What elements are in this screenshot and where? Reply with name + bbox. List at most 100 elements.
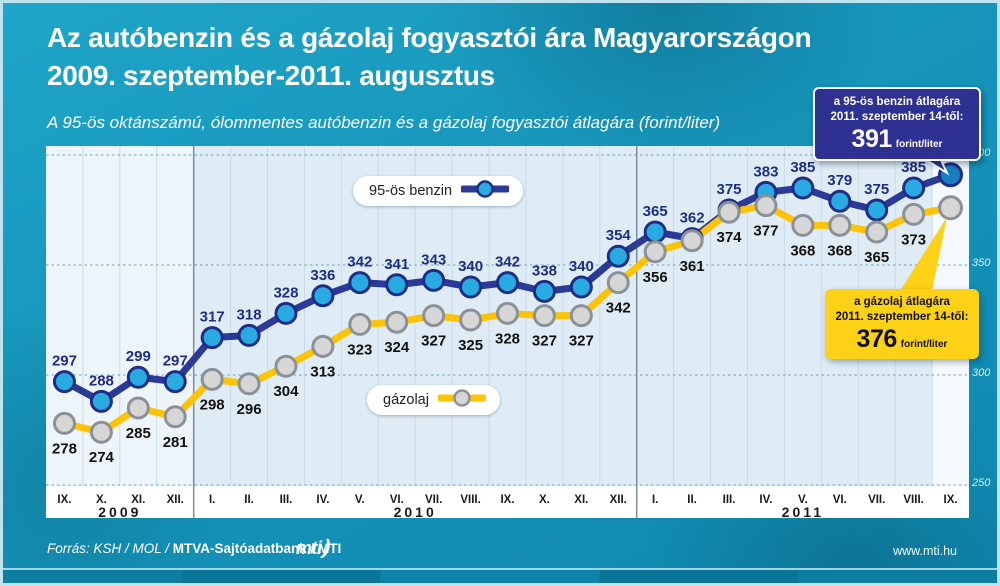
svg-text:304: 304 (273, 383, 299, 400)
benzin-callout-line1: a 95-ös benzin átlagára (833, 96, 961, 108)
y-axis-tick-250: 250 (972, 477, 991, 489)
bottom-divider (3, 568, 997, 570)
svg-text:II.: II. (687, 494, 697, 506)
gazolaj-callout-unit: forint/liter (900, 339, 948, 350)
svg-text:327: 327 (569, 333, 594, 350)
svg-text:297: 297 (52, 353, 77, 370)
legend-gazolaj: gázolaj (367, 385, 500, 415)
legend-benzin-label: 95-ös benzin (369, 183, 453, 199)
svg-text:324: 324 (384, 339, 410, 356)
svg-text:VII.: VII. (425, 494, 442, 506)
page-title-line2: 2009. szeptember-2011. augusztus (47, 60, 495, 91)
svg-text:299: 299 (126, 348, 151, 365)
source-prefix: Forrás: KSH / MOL / (47, 541, 170, 556)
gazolaj-line-marker-icon (436, 389, 488, 411)
svg-text:374: 374 (717, 229, 743, 246)
svg-text:V.: V. (355, 494, 365, 506)
svg-text:327: 327 (421, 333, 446, 350)
legend-benzin: 95-ös benzin (353, 176, 524, 206)
svg-text:297: 297 (163, 353, 188, 370)
svg-text:361: 361 (680, 258, 705, 275)
y-axis-tick-300: 300 (972, 367, 991, 379)
svg-text:365: 365 (864, 249, 889, 266)
svg-text:XI.: XI. (131, 494, 145, 506)
svg-text:281: 281 (163, 434, 188, 451)
svg-text:288: 288 (89, 372, 114, 389)
gazolaj-callout-value: 376 (856, 325, 898, 353)
svg-text:338: 338 (532, 262, 557, 279)
svg-text:354: 354 (606, 227, 632, 244)
source-bold: MTVA-Sajtóadatbank / MTI (172, 541, 342, 556)
svg-text:296: 296 (237, 401, 262, 418)
svg-text:IX.: IX. (57, 494, 71, 506)
svg-text:IX.: IX. (944, 494, 958, 506)
svg-text:278: 278 (52, 440, 77, 457)
svg-text:III.: III. (723, 494, 736, 506)
svg-text:375: 375 (717, 181, 742, 198)
page-subtitle: A 95-ös oktánszámú, ólommentes autóbenzi… (47, 113, 721, 132)
svg-text:XII.: XII. (610, 494, 627, 506)
legend-gazolaj-label: gázolaj (383, 392, 429, 408)
svg-text:2011: 2011 (782, 504, 824, 518)
benzin-callout-line2: 2011. szeptember 14-től: (830, 110, 964, 123)
svg-text:318: 318 (237, 306, 262, 323)
svg-text:375: 375 (864, 181, 889, 198)
svg-text:383: 383 (753, 163, 778, 180)
svg-text:373: 373 (901, 231, 926, 248)
y-axis-tick-350: 350 (972, 257, 991, 269)
svg-text:V.: V. (798, 494, 808, 506)
svg-text:317: 317 (200, 309, 225, 326)
page-title-line1: Az autóbenzin és a gázolaj fogyasztói ár… (47, 22, 812, 53)
website-text: www.mti.hu (893, 544, 957, 558)
svg-text:328: 328 (273, 284, 298, 301)
svg-text:340: 340 (569, 258, 594, 275)
svg-text:328: 328 (495, 330, 520, 347)
svg-text:342: 342 (606, 300, 631, 317)
mti-logo: mti) (296, 535, 331, 560)
svg-text:325: 325 (458, 337, 483, 354)
svg-text:274: 274 (89, 449, 115, 466)
svg-text:342: 342 (495, 254, 520, 271)
svg-text:XII.: XII. (167, 494, 184, 506)
svg-text:342: 342 (347, 254, 372, 271)
benzin-callout-value: 391 (851, 125, 893, 153)
gazolaj-callout-line1: a gázolaj átlagára (854, 296, 950, 308)
svg-text:356: 356 (643, 269, 668, 286)
svg-text:I.: I. (209, 494, 215, 506)
svg-text:IV.: IV. (759, 494, 772, 506)
svg-text:IX.: IX. (500, 494, 514, 506)
svg-text:XI.: XI. (574, 494, 588, 506)
mti-logo-swoosh-icon: ) (321, 535, 331, 560)
svg-text:340: 340 (458, 258, 483, 275)
svg-text:II.: II. (244, 494, 254, 506)
source-text: Forrás: KSH / MOL / MTVA-Sajtóadatbank /… (47, 541, 341, 556)
svg-text:VIII.: VIII. (460, 494, 480, 506)
gazolaj-callout-line2: 2011. szeptember 14-től: (835, 310, 969, 323)
svg-text:VII.: VII. (868, 494, 885, 506)
svg-text:365: 365 (643, 203, 668, 220)
svg-text:379: 379 (827, 172, 852, 189)
svg-text:385: 385 (901, 159, 926, 176)
svg-text:2010: 2010 (394, 504, 437, 518)
svg-text:336: 336 (310, 267, 335, 284)
svg-text:VI.: VI. (390, 494, 404, 506)
svg-text:VIII.: VIII. (903, 494, 923, 506)
svg-text:368: 368 (790, 242, 815, 259)
benzin-line-marker-icon (459, 180, 511, 202)
svg-text:368: 368 (827, 242, 852, 259)
svg-text:385: 385 (790, 159, 815, 176)
svg-text:III.: III. (280, 494, 293, 506)
svg-text:323: 323 (347, 341, 372, 358)
bottom-band (3, 570, 997, 583)
svg-text:VI.: VI. (833, 494, 847, 506)
svg-text:377: 377 (753, 223, 778, 240)
svg-text:285: 285 (126, 425, 151, 442)
svg-text:313: 313 (310, 363, 335, 380)
svg-text:341: 341 (384, 256, 409, 273)
benzin-callout: a 95-ös benzin átlagára 2011. szeptember… (813, 87, 981, 161)
svg-text:298: 298 (200, 396, 225, 413)
gazolaj-callout: a gázolaj átlagára 2011. szeptember 14-t… (825, 289, 979, 359)
svg-text:X.: X. (539, 494, 550, 506)
svg-text:362: 362 (680, 210, 705, 227)
